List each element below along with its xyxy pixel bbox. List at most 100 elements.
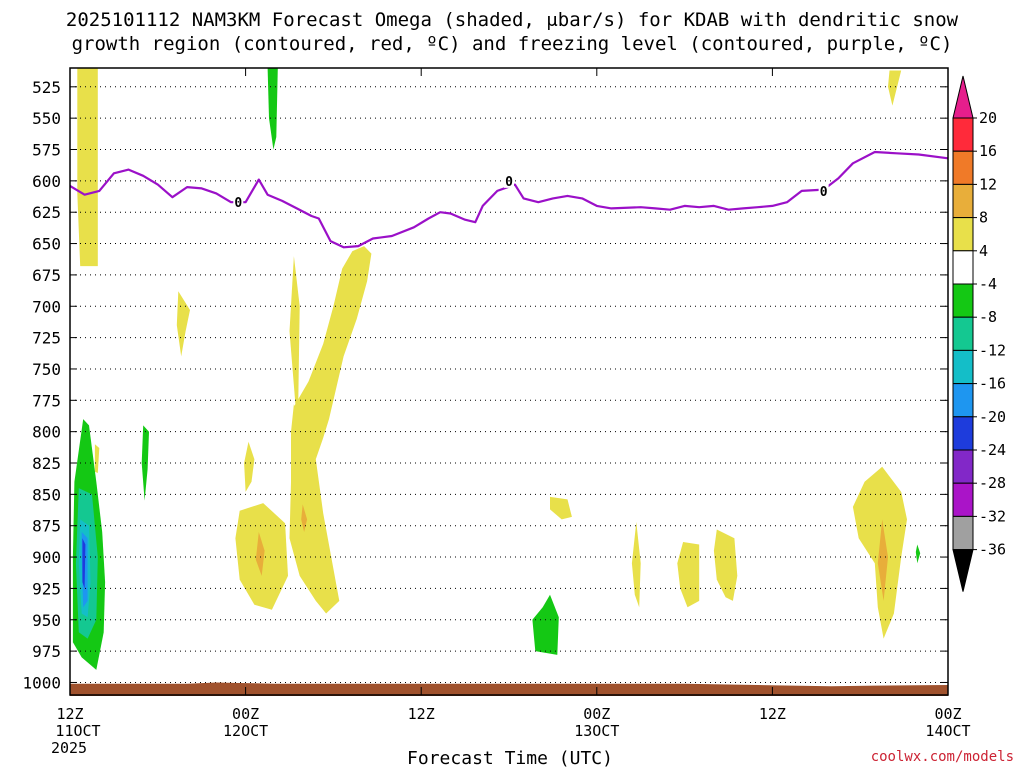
x-tick-label: 11OCT bbox=[55, 722, 100, 740]
y-tick-label: 875 bbox=[32, 517, 61, 536]
colorbar-tick-label: -4 bbox=[979, 275, 997, 293]
x-axis-label: Forecast Time (UTC) bbox=[407, 748, 613, 768]
terrain-layer bbox=[70, 682, 948, 696]
colorbar-tick-label: 8 bbox=[979, 209, 988, 227]
y-tick-label: 950 bbox=[32, 611, 61, 630]
colorbar-swatch bbox=[952, 117, 974, 152]
colorbar-tick-label: 4 bbox=[979, 242, 988, 260]
y-tick-label: 550 bbox=[32, 109, 61, 128]
omega-region bbox=[877, 519, 888, 601]
freezing-level-label: 0 bbox=[234, 196, 242, 211]
y-tick-label: 600 bbox=[32, 172, 61, 191]
freezing-level-layer: 0 0 0 bbox=[69, 150, 949, 249]
y-tick-label: 750 bbox=[32, 360, 61, 379]
omega-region bbox=[293, 246, 372, 460]
plot-area bbox=[70, 68, 948, 695]
colorbar-swatch bbox=[952, 416, 974, 451]
x-tick-label: 00Z bbox=[934, 705, 961, 723]
y-tick-label: 700 bbox=[32, 297, 61, 316]
x-tick-label: 14OCT bbox=[925, 722, 970, 740]
x-tick-label: 12Z bbox=[759, 705, 786, 723]
freezing-label-bg bbox=[233, 195, 244, 210]
freezing-level-label: 0 bbox=[505, 175, 513, 190]
colorbar-tick-label: -16 bbox=[979, 375, 1006, 393]
plot-background bbox=[70, 68, 948, 695]
x-tick-label: 12Z bbox=[408, 705, 435, 723]
y-tick-label: 575 bbox=[32, 141, 61, 160]
y-tick-label: 850 bbox=[32, 485, 61, 504]
omega-region bbox=[82, 538, 86, 589]
colorbar-tick-label: 12 bbox=[979, 175, 997, 193]
colorbar-swatch bbox=[952, 183, 974, 219]
colorbar-swatch bbox=[952, 316, 974, 351]
omega-region bbox=[677, 542, 700, 608]
y-tick-label: 1000 bbox=[22, 673, 61, 692]
omega-region bbox=[888, 70, 902, 106]
y-tick-label: 525 bbox=[32, 78, 61, 97]
x-tick-label: 12OCT bbox=[223, 722, 268, 740]
colorbar-swatch bbox=[952, 283, 974, 318]
colorbar-swatch bbox=[952, 482, 974, 517]
terrain-ground bbox=[70, 682, 948, 696]
y-tick-label: 650 bbox=[32, 235, 61, 254]
colorbar-tick-label: 16 bbox=[979, 142, 997, 160]
colorbar-swatch bbox=[952, 250, 974, 285]
omega-region bbox=[255, 532, 265, 576]
freezing-label-bg bbox=[504, 173, 514, 188]
omega-region bbox=[244, 441, 255, 492]
y-tick-label: 725 bbox=[32, 329, 61, 348]
y-tick-label: 900 bbox=[32, 548, 61, 567]
colorbar-tick-label: -24 bbox=[979, 441, 1006, 459]
colorbar-tick-label: -32 bbox=[979, 507, 1006, 525]
colorbar-tick-label: -28 bbox=[979, 474, 1006, 492]
y-tick-label: 775 bbox=[32, 391, 61, 410]
y-tick-label: 800 bbox=[32, 423, 61, 442]
colorbar-tick-label: 20 bbox=[979, 109, 997, 127]
colorbar-under-arrow bbox=[952, 549, 974, 592]
y-tick-label: 825 bbox=[32, 454, 61, 473]
colorbar-swatch bbox=[952, 383, 974, 418]
omega-region bbox=[301, 504, 308, 532]
y-tick-label: 975 bbox=[32, 642, 61, 661]
omega-shading bbox=[72, 68, 921, 670]
colorbar-swatch bbox=[952, 515, 974, 551]
plot-frame bbox=[69, 67, 949, 696]
colorbar-swatch bbox=[952, 349, 974, 385]
omega-region bbox=[550, 496, 572, 520]
x-tick-label: 2025 bbox=[51, 739, 87, 757]
omega-region bbox=[631, 521, 641, 608]
omega-region bbox=[176, 291, 190, 357]
colorbar-swatch bbox=[952, 217, 974, 252]
freezing-level-label: 0 bbox=[820, 185, 828, 200]
chart-title: 2025101112 NAM3KM Forecast Omega (shaded… bbox=[66, 9, 959, 31]
colorbar-over-arrow bbox=[952, 75, 974, 119]
x-tick-label: 00Z bbox=[232, 705, 259, 723]
colorbar-tick-label: -8 bbox=[979, 308, 997, 326]
colorbar-tick-label: -36 bbox=[979, 541, 1006, 559]
x-tick-label: 12Z bbox=[56, 705, 83, 723]
omega-region bbox=[289, 404, 340, 614]
credit-link[interactable]: coolwx.com/models bbox=[871, 749, 1014, 765]
y-tick-label: 925 bbox=[32, 579, 61, 598]
colorbar-swatch bbox=[952, 150, 974, 185]
omega-region bbox=[532, 594, 559, 655]
omega-region bbox=[713, 529, 738, 601]
freezing-label-bg bbox=[818, 183, 829, 198]
x-tick-label: 00Z bbox=[583, 705, 610, 723]
colorbar: 20 16 12 8 4 -4 -8 -12 -16 -20 -24 -28 -32 -36 bbox=[952, 75, 1006, 592]
y-tick-label: 675 bbox=[32, 266, 61, 285]
x-tick-label: 13OCT bbox=[574, 722, 619, 740]
omega-region bbox=[77, 68, 98, 267]
plot-border bbox=[69, 67, 949, 696]
colorbar-tick-label: -20 bbox=[979, 408, 1006, 426]
omega-region bbox=[94, 444, 100, 473]
y-axis: 525 550 575 600 625 650 675 700 725 750 775 800 825 8… bbox=[22, 78, 948, 692]
omega-region bbox=[915, 544, 921, 564]
colorbar-tick-label: -12 bbox=[979, 341, 1006, 359]
omega-region bbox=[289, 256, 300, 405]
chart-subtitle: growth region (contoured, red, ºC) and f… bbox=[72, 33, 953, 55]
y-tick-label: 625 bbox=[32, 203, 61, 222]
